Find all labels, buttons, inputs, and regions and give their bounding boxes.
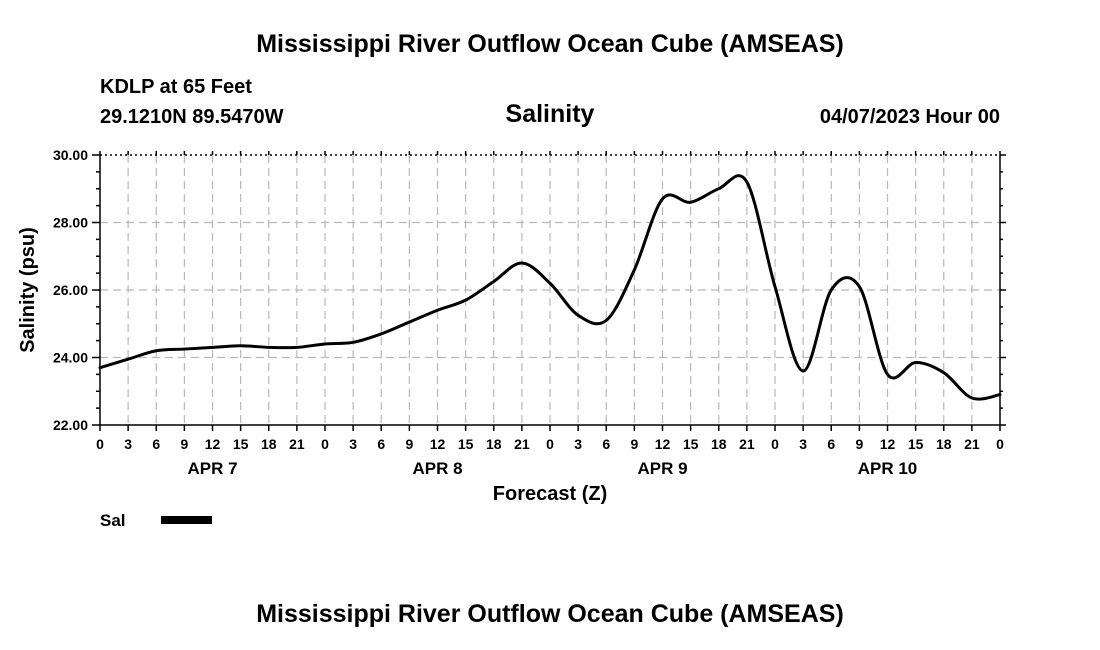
x-tick-label: 18 [486, 436, 502, 452]
x-tick-label: 12 [655, 436, 671, 452]
series-line-sal [98, 174, 1002, 401]
x-tick-label: 15 [458, 436, 474, 452]
x-tick-label: 3 [574, 436, 582, 452]
x-tick-labels: 0 3 6 9 12 15 18 21 0 3 6 9 12 15 18 21 0 3 6 9 12 15 18 21 0 3 6 9… [96, 436, 1004, 452]
x-tick-label: 21 [964, 436, 980, 452]
x-tick-label: 0 [546, 436, 554, 452]
legend-label-sal: Sal [100, 511, 126, 530]
day-label: APR 9 [637, 459, 687, 478]
x-tick-label: 15 [908, 436, 924, 452]
salinity-chart: 22.00 24.00 26.00 28.00 30.00 0 3 6 9 12 15 18 21 0 3… [17, 147, 1006, 530]
chart-ticks [92, 151, 1006, 431]
legend-swatch-sal [161, 516, 212, 524]
x-tick-label: 0 [771, 436, 779, 452]
forecast-datetime: 04/07/2023 Hour 00 [819, 106, 1000, 128]
x-tick-label: 12 [430, 436, 446, 452]
x-tick-label: 15 [233, 436, 249, 452]
x-tick-label: 9 [405, 436, 413, 452]
x-tick-label: 3 [349, 436, 357, 452]
x-tick-label: 21 [739, 436, 755, 452]
y-tick-label: 30.00 [53, 147, 88, 163]
x-tick-label: 12 [880, 436, 896, 452]
x-tick-label: 0 [321, 436, 329, 452]
x-tick-label: 3 [799, 436, 807, 452]
page-title: Mississippi River Outflow Ocean Cube (AM… [256, 30, 844, 58]
x-tick-label: 3 [124, 436, 132, 452]
x-tick-label: 18 [936, 436, 952, 452]
x-tick-label: 21 [514, 436, 530, 452]
x-tick-label: 6 [827, 436, 835, 452]
x-tick-label: 0 [996, 436, 1004, 452]
y-tick-label: 26.00 [53, 282, 88, 298]
y-tick-label: 28.00 [53, 215, 88, 231]
day-label: APR 10 [858, 459, 918, 478]
coordinates-label: 29.1210N 89.5470W [100, 106, 284, 128]
x-tick-label: 6 [377, 436, 385, 452]
y-tick-label: 22.00 [53, 417, 88, 433]
x-tick-label: 6 [152, 436, 160, 452]
x-tick-label: 9 [630, 436, 638, 452]
chart-grid [100, 155, 1000, 425]
x-tick-label: 15 [683, 436, 699, 452]
day-labels: APR 7 APR 8 APR 9 APR 10 [187, 459, 917, 478]
station-label: KDLP at 65 Feet [100, 76, 252, 98]
x-tick-label: 21 [289, 436, 305, 452]
x-tick-label: 0 [96, 436, 104, 452]
x-tick-label: 12 [205, 436, 221, 452]
day-label: APR 8 [412, 459, 462, 478]
y-tick-label: 24.00 [53, 350, 88, 366]
y-tick-labels: 22.00 24.00 26.00 28.00 30.00 [53, 147, 88, 433]
day-label: APR 7 [187, 459, 237, 478]
x-tick-label: 9 [855, 436, 863, 452]
y-axis-label: Salinity (psu) [17, 227, 39, 353]
x-tick-label: 6 [602, 436, 610, 452]
footer-title: Mississippi River Outflow Ocean Cube (AM… [256, 600, 844, 628]
x-tick-label: 9 [180, 436, 188, 452]
x-tick-label: 18 [711, 436, 727, 452]
x-axis-label: Forecast (Z) [493, 483, 607, 505]
x-tick-label: 18 [261, 436, 277, 452]
chart-title: Salinity [505, 100, 595, 128]
